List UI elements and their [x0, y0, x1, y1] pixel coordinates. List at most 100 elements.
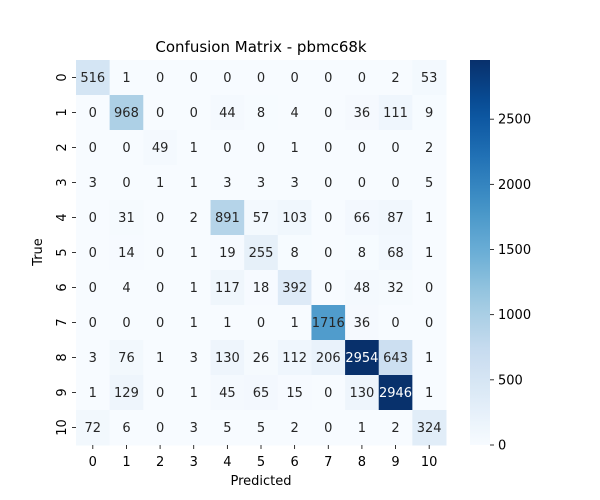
heatmap-cell-9-6	[277, 375, 312, 411]
heatmap-cell-10-2	[143, 410, 178, 446]
heatmap-cell-6-9	[378, 270, 413, 306]
heatmap-cell-3-6	[277, 165, 312, 201]
cell-value-label-5-7: 0	[324, 246, 332, 261]
heatmap-cell-8-7	[311, 340, 346, 376]
heatmap-cell-5-1	[109, 235, 144, 271]
heatmap-cell-0-10	[412, 60, 447, 96]
heatmap-cell-0-8	[345, 60, 380, 96]
cell-value-label-4-8: 66	[354, 211, 371, 226]
cell-value-label-9-3: 1	[190, 386, 198, 401]
heatmap-cell-3-9	[378, 165, 413, 201]
cell-value-label-8-10: 1	[425, 351, 433, 366]
heatmap-cell-2-2	[143, 130, 178, 166]
x-tick-label: 3	[190, 455, 198, 470]
cell-value-label-9-10: 1	[425, 386, 433, 401]
heatmap-cell-7-3	[176, 305, 212, 341]
heatmap-cell-5-2	[143, 235, 178, 271]
x-tick-label: 0	[89, 455, 97, 470]
cell-value-label-9-5: 65	[253, 386, 270, 401]
x-tick-label: 1	[122, 455, 130, 470]
y-tick-label: 10	[55, 419, 70, 436]
cell-value-label-3-2: 1	[156, 176, 164, 191]
heatmap-cell-0-3	[176, 60, 212, 96]
cell-value-label-1-8: 36	[354, 106, 371, 121]
cell-value-label-5-9: 68	[387, 246, 404, 261]
heatmap-cell-6-5	[244, 270, 279, 306]
heatmap-cell-3-10	[412, 165, 447, 201]
x-tick-label: 9	[391, 455, 399, 470]
heatmap-cell-6-10	[412, 270, 447, 306]
cell-value-label-7-4: 1	[223, 316, 231, 331]
heatmap-cell-9-4	[210, 375, 245, 411]
cell-value-label-6-2: 0	[156, 281, 164, 296]
heatmap-cell-10-6	[277, 410, 312, 446]
cell-value-label-6-8: 48	[354, 281, 371, 296]
heatmap-cell-8-10	[412, 340, 447, 376]
heatmap-cell-2-6	[277, 130, 312, 166]
heatmap-cell-5-8	[345, 235, 380, 271]
cell-value-label-1-2: 0	[156, 106, 164, 121]
heatmap-cell-8-0	[76, 340, 111, 376]
cell-value-label-6-0: 0	[89, 281, 97, 296]
heatmap-cell-9-3	[176, 375, 212, 411]
heatmap-cell-5-6	[277, 235, 312, 271]
cell-value-label-0-0: 516	[80, 71, 105, 86]
heatmap-cell-6-1	[109, 270, 144, 306]
y-tick-label: 3	[55, 178, 70, 186]
cell-value-label-10-3: 3	[190, 421, 198, 436]
cell-value-label-8-9: 643	[383, 351, 408, 366]
cell-value-label-7-8: 36	[354, 316, 371, 331]
heatmap-cell-4-5	[244, 200, 279, 236]
cell-value-label-3-3: 1	[190, 176, 198, 191]
heatmap-cell-0-0	[76, 60, 111, 96]
x-tick-label: 8	[358, 455, 366, 470]
cell-value-label-9-0: 1	[89, 386, 97, 401]
cell-value-label-10-8: 1	[358, 421, 366, 436]
heatmap-cell-10-8	[345, 410, 380, 446]
heatmap-cell-6-0	[76, 270, 111, 306]
heatmap-cell-2-1	[109, 130, 144, 166]
cell-value-label-1-7: 0	[324, 106, 332, 121]
heatmap-cell-6-2	[143, 270, 178, 306]
heatmap-cell-10-7	[311, 410, 346, 446]
cell-value-label-5-5: 255	[249, 246, 274, 261]
heatmap-cell-0-5	[244, 60, 279, 96]
heatmap-cell-0-1	[109, 60, 144, 96]
heatmap-cell-6-3	[176, 270, 212, 306]
heatmap-cell-9-5	[244, 375, 279, 411]
cell-value-label-0-5: 0	[257, 71, 265, 86]
cell-value-label-3-5: 3	[257, 176, 265, 191]
cell-value-label-4-9: 87	[387, 211, 404, 226]
cell-value-label-3-7: 0	[324, 176, 332, 191]
cell-value-label-2-7: 0	[324, 141, 332, 156]
heatmap-cell-1-3	[176, 95, 212, 131]
heatmap-cell-2-9	[378, 130, 413, 166]
heatmap-cell-1-5	[244, 95, 279, 131]
cell-value-label-3-9: 0	[391, 176, 399, 191]
heatmap-cell-9-7	[311, 375, 346, 411]
heatmap-cell-4-7	[311, 200, 346, 236]
cell-value-label-5-10: 1	[425, 246, 433, 261]
heatmap-cell-3-4	[210, 165, 245, 201]
cell-value-label-7-5: 0	[257, 316, 265, 331]
heatmap-cell-3-7	[311, 165, 346, 201]
heatmap-cell-8-5	[244, 340, 279, 376]
cell-value-label-2-1: 0	[122, 141, 130, 156]
cell-value-label-7-9: 0	[391, 316, 399, 331]
cell-value-label-6-4: 117	[215, 281, 240, 296]
cell-value-label-7-10: 0	[425, 316, 433, 331]
heatmap-cell-9-0	[76, 375, 111, 411]
cell-value-label-7-2: 0	[156, 316, 164, 331]
heatmap-cell-10-5	[244, 410, 279, 446]
cell-value-label-2-6: 1	[290, 141, 298, 156]
colorbar-tick-label: 2000	[498, 178, 531, 193]
heatmap-cell-9-9	[378, 375, 413, 411]
heatmap-cell-0-4	[210, 60, 245, 96]
heatmap-cell-7-8	[345, 305, 380, 341]
heatmap-cell-10-0	[76, 410, 111, 446]
cell-value-label-1-10: 9	[425, 106, 433, 121]
cell-value-label-1-1: 968	[114, 106, 139, 121]
cell-value-label-8-7: 206	[316, 351, 341, 366]
cell-value-label-0-8: 0	[358, 71, 366, 86]
heatmap-cell-2-7	[311, 130, 346, 166]
